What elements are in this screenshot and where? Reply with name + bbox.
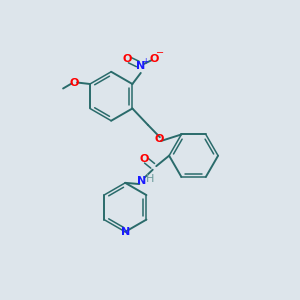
Text: O: O [149,54,159,64]
Text: O: O [123,54,132,64]
Text: O: O [140,154,149,164]
Text: O: O [70,77,79,88]
Text: H: H [146,174,154,184]
Text: +: + [142,56,149,65]
Text: O: O [154,134,164,144]
Text: N: N [137,176,146,186]
Text: −: − [155,48,164,58]
Text: N: N [121,227,130,237]
Text: N: N [136,61,146,71]
